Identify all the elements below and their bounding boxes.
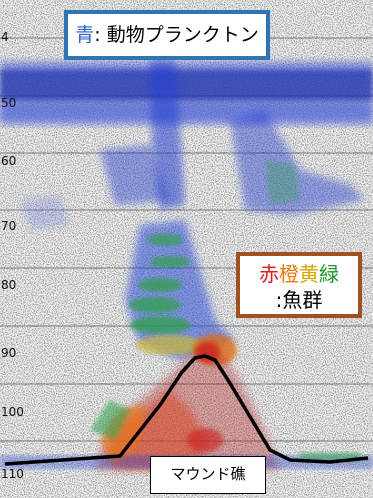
mound-echo [0, 345, 373, 470]
color-word-orange: 橙 [279, 262, 299, 286]
mound-outline [4, 354, 369, 466]
mound-label-box: マウンド礁 [150, 456, 266, 494]
mound-label: マウンド礁 [170, 465, 246, 483]
color-word-yellow: 黄 [299, 262, 319, 286]
depth-label-60: 60 [1, 154, 17, 168]
color-word-green: 緑 [319, 262, 339, 286]
depth-label-top: 4 [1, 30, 9, 44]
plankton-label: : 動物プランクトン [94, 24, 259, 46]
color-word-red: 赤 [259, 262, 279, 286]
plankton-legend-box: 青: 動物プランクトン [64, 10, 270, 60]
plankton-layer [0, 60, 373, 230]
depth-label-50: 50 [1, 96, 17, 110]
fish-color-words: 赤橙黄緑 [240, 261, 358, 287]
depth-label-100: 100 [1, 405, 24, 419]
depth-label-110: 110 [1, 467, 24, 481]
plankton-color-word: 青 [75, 24, 95, 46]
fish-label: :魚群 [275, 288, 323, 312]
depth-label-90: 90 [1, 346, 17, 360]
fish-legend-box: 赤橙黄緑 :魚群 [236, 252, 362, 318]
depth-label-70: 70 [1, 219, 17, 233]
depth-label-80: 80 [1, 278, 17, 292]
